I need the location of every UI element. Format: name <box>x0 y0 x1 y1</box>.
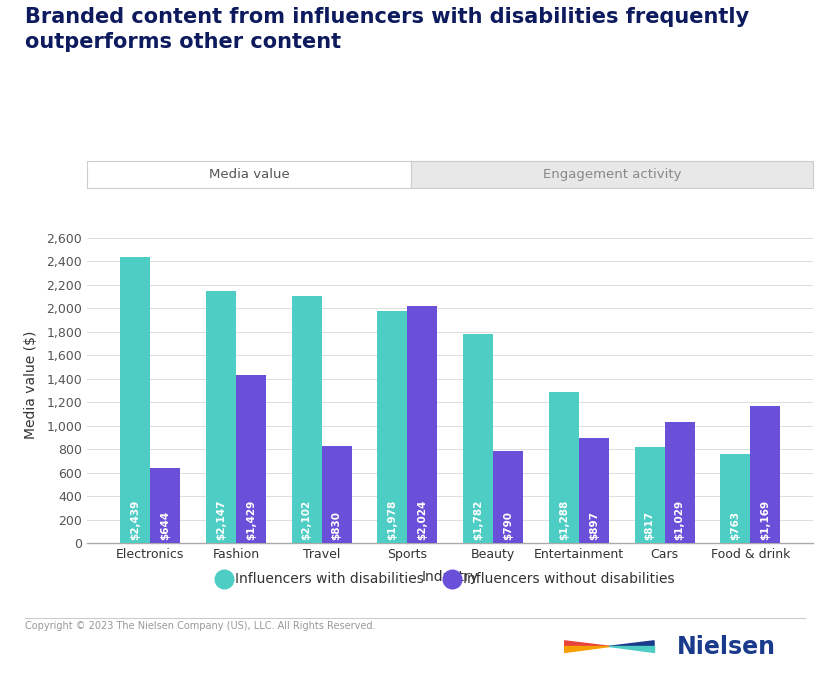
Bar <box>378 311 408 543</box>
Bar <box>206 291 236 543</box>
Polygon shape <box>564 641 609 647</box>
Text: Influencers with disabilities: Influencers with disabilities <box>235 572 424 586</box>
Text: $763: $763 <box>730 511 740 540</box>
Text: Engagement activity: Engagement activity <box>543 167 681 181</box>
Point <box>446 574 459 585</box>
Bar <box>549 392 579 543</box>
Text: $2,147: $2,147 <box>216 500 226 540</box>
Polygon shape <box>609 641 654 647</box>
Text: $2,439: $2,439 <box>130 500 140 540</box>
Bar <box>665 423 695 543</box>
Text: Branded content from influencers with disabilities frequently
outperforms other : Branded content from influencers with di… <box>25 7 749 51</box>
Text: $2,024: $2,024 <box>417 500 427 540</box>
Polygon shape <box>609 647 654 652</box>
Text: $1,288: $1,288 <box>559 500 569 540</box>
Text: $1,429: $1,429 <box>246 500 256 540</box>
Bar <box>579 438 609 543</box>
Bar <box>120 256 150 543</box>
Bar <box>493 450 523 543</box>
Polygon shape <box>564 647 609 652</box>
Y-axis label: Media value ($): Media value ($) <box>24 331 38 439</box>
Bar <box>236 375 266 543</box>
Bar <box>720 454 750 543</box>
Text: Copyright © 2023 The Nielsen Company (US), LLC. All Rights Reserved.: Copyright © 2023 The Nielsen Company (US… <box>25 621 375 631</box>
Bar <box>408 306 437 543</box>
Bar <box>291 296 322 543</box>
Text: Influencers without disabilities: Influencers without disabilities <box>463 572 675 586</box>
Bar <box>750 406 780 543</box>
Bar <box>635 448 665 543</box>
Text: $2,102: $2,102 <box>301 500 311 540</box>
Bar <box>463 334 493 543</box>
Text: Nielsen: Nielsen <box>676 635 775 659</box>
Text: $897: $897 <box>589 511 599 540</box>
Text: Media value: Media value <box>208 167 290 181</box>
Text: $1,978: $1,978 <box>388 500 398 540</box>
Text: $790: $790 <box>503 511 513 540</box>
Bar <box>150 468 180 543</box>
X-axis label: Industry: Industry <box>422 570 479 584</box>
Bar <box>322 446 352 543</box>
Text: $830: $830 <box>332 511 342 540</box>
Text: $1,782: $1,782 <box>473 500 483 540</box>
Text: $817: $817 <box>645 511 655 540</box>
Text: $1,029: $1,029 <box>675 500 685 540</box>
Text: $1,169: $1,169 <box>760 500 770 540</box>
Text: $644: $644 <box>160 510 170 540</box>
Point <box>217 574 231 585</box>
